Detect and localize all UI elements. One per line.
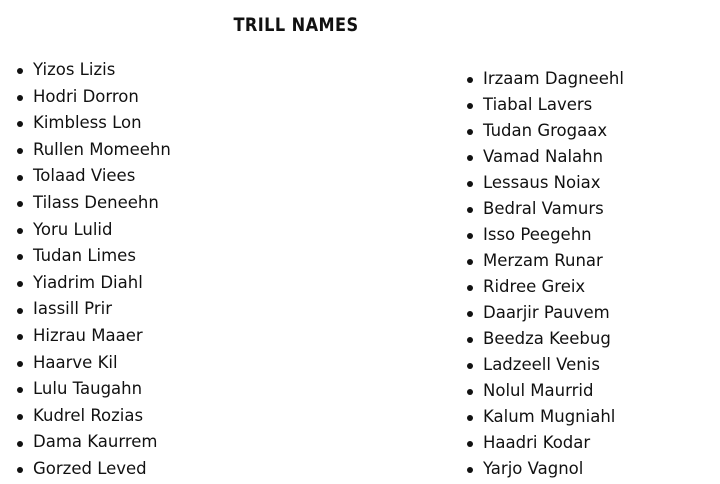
list-item: Iassill Prir <box>17 297 171 324</box>
list-item: Lessaus Noiax <box>467 171 624 197</box>
list-item: Haarve Kil <box>17 351 171 378</box>
list-item: Kudrel Rozias <box>17 404 171 431</box>
list-item: Vamad Nalahn <box>467 145 624 171</box>
list-item: Tilass Deneehn <box>17 191 171 218</box>
list-item: Tiabal Lavers <box>467 93 624 119</box>
list-item: Yoru Lulid <box>17 218 171 245</box>
list-item: Irzaam Dagneehl <box>467 67 624 93</box>
list-item: Gorzed Leved <box>17 457 171 484</box>
list-item: Beedza Keebug <box>467 327 624 353</box>
list-item: Yarjo Vagnol <box>467 457 624 483</box>
list-item: Tudan Grogaax <box>467 119 624 145</box>
list-item: Yiadrim Diahl <box>17 271 171 298</box>
list-item: Nolul Maurrid <box>467 379 624 405</box>
names-list-right: Irzaam Dagneehl Tiabal Lavers Tudan Grogaa… <box>467 67 624 483</box>
list-item: Yizos Lizis <box>17 58 171 85</box>
list-item: Merzam Runar <box>467 249 624 275</box>
list-item: Ladzeell Venis <box>467 353 624 379</box>
list-item: Ridree Greix <box>467 275 624 301</box>
list-item: Kimbless Lon <box>17 111 171 138</box>
page-title: TRILL NAMES <box>233 14 359 36</box>
list-item: Hizrau Maaer <box>17 324 171 351</box>
list-item: Rullen Momeehn <box>17 138 171 165</box>
list-item: Hodri Dorron <box>17 85 171 112</box>
list-item: Kalum Mugniahl <box>467 405 624 431</box>
list-item: Tolaad Viees <box>17 164 171 191</box>
list-item: Dama Kaurrem <box>17 430 171 457</box>
list-item: Bedral Vamurs <box>467 197 624 223</box>
list-item: Isso Peegehn <box>467 223 624 249</box>
list-item: Daarjir Pauvem <box>467 301 624 327</box>
list-item: Haadri Kodar <box>467 431 624 457</box>
list-item: Tudan Limes <box>17 244 171 271</box>
list-item: Lulu Taugahn <box>17 377 171 404</box>
names-list-left: Yizos Lizis Hodri Dorron Kimbless Lon Rulle… <box>17 58 171 484</box>
